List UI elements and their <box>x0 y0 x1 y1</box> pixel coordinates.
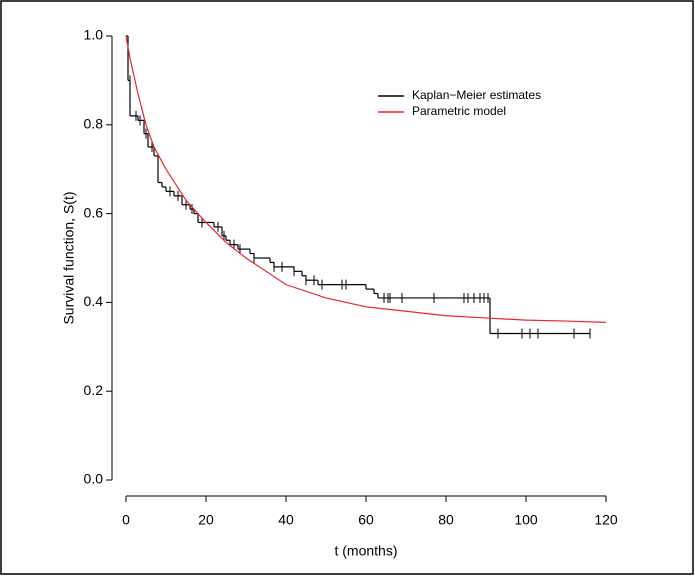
x-tick-label: 120 <box>594 512 618 528</box>
x-tick-label: 0 <box>122 512 130 528</box>
x-tick-label: 20 <box>198 512 214 528</box>
y-tick-label: 0.8 <box>84 116 104 132</box>
y-tick-label: 0.0 <box>84 471 104 487</box>
y-tick-label: 0.6 <box>84 204 104 220</box>
legend-label: Parametric model <box>412 104 506 118</box>
x-axis-label: t (months) <box>334 543 397 559</box>
y-tick-label: 0.2 <box>84 382 104 398</box>
legend-label: Kaplan−Meier estimates <box>412 88 541 102</box>
y-axis-label: Survival function, S(t) <box>61 191 77 324</box>
model-curve <box>125 35 607 323</box>
x-tick-label: 100 <box>514 512 538 528</box>
x-tick-label: 60 <box>358 512 374 528</box>
y-tick-label: 1.0 <box>84 27 104 43</box>
x-tick-label: 40 <box>278 512 294 528</box>
x-tick-label: 80 <box>438 512 454 528</box>
y-tick-label: 0.4 <box>84 293 104 309</box>
